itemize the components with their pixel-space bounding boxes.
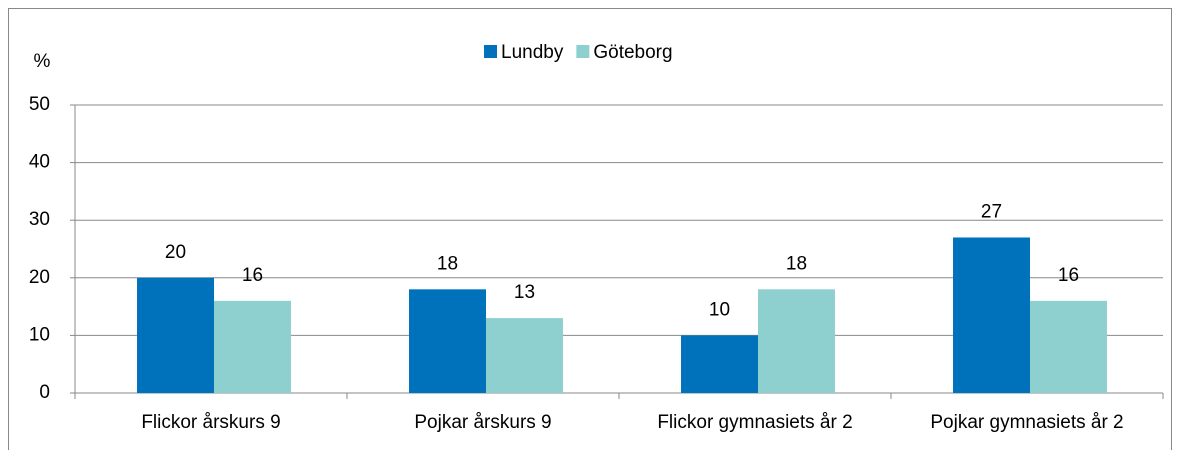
bar bbox=[1029, 300, 1107, 393]
data-label: 10 bbox=[709, 299, 730, 320]
y-tick-label: 20 bbox=[29, 267, 50, 288]
y-axis-label: % bbox=[34, 51, 51, 72]
y-tick-label: 10 bbox=[29, 324, 50, 345]
data-label: 20 bbox=[165, 242, 186, 263]
x-tick-label: Flickor årskurs 9 bbox=[141, 412, 280, 433]
bar bbox=[409, 289, 486, 393]
bar bbox=[485, 318, 563, 393]
data-label: 16 bbox=[242, 265, 263, 286]
y-tick-label: 0 bbox=[39, 382, 50, 403]
chart-border bbox=[8, 8, 1172, 450]
legend-label: Göteborg bbox=[593, 42, 672, 63]
y-tick-label: 30 bbox=[29, 209, 50, 230]
legend-swatch bbox=[576, 45, 590, 58]
legend-label: Lundby bbox=[501, 42, 564, 63]
bar bbox=[681, 335, 758, 393]
data-label: 18 bbox=[437, 253, 458, 274]
x-tick-label: Pojkar gymnasiets år 2 bbox=[930, 412, 1123, 433]
data-label: 27 bbox=[981, 201, 1002, 222]
data-label: 16 bbox=[1058, 265, 1079, 286]
bar bbox=[757, 289, 835, 393]
legend-swatch bbox=[484, 45, 497, 58]
x-tick-label: Pojkar årskurs 9 bbox=[414, 412, 551, 433]
x-tick-label: Flickor gymnasiets år 2 bbox=[657, 412, 852, 433]
bar bbox=[137, 277, 214, 393]
bar bbox=[953, 237, 1030, 393]
data-label: 13 bbox=[514, 282, 535, 303]
data-label: 18 bbox=[786, 253, 807, 274]
bar bbox=[213, 300, 291, 393]
y-tick-label: 50 bbox=[29, 94, 50, 115]
y-tick-label: 40 bbox=[29, 152, 50, 173]
